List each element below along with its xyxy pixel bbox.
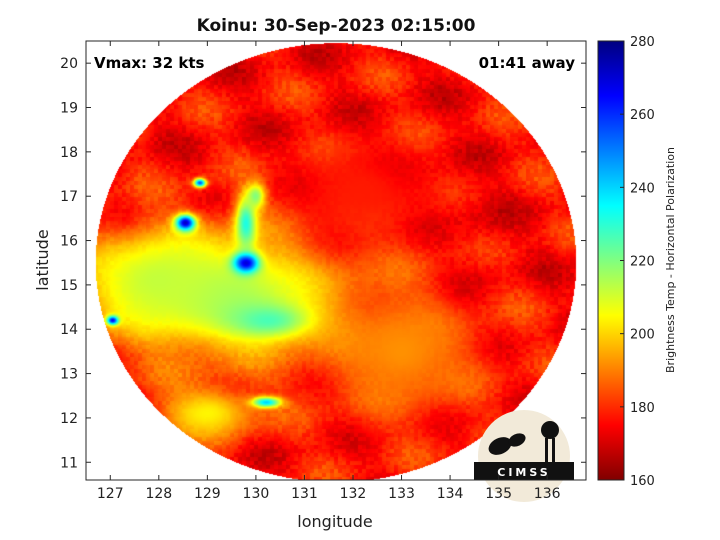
y-axis-label: latitude [33,229,52,290]
x-tick-label: 128 [145,486,172,502]
colorbar-ticks: 160 180 200 220 240 260 280 [620,35,655,489]
water-tower-leg-icon [552,438,555,462]
chart-title: Koinu: 30-Sep-2023 02:15:00 [197,16,476,36]
colorbar-tick-label: 160 [630,474,655,489]
cimss-logo: CIMSS [474,410,574,502]
y-tick-label: 15 [60,278,78,294]
colorbar-tick-label: 220 [630,255,655,270]
colorbar-tick-label: 200 [630,328,655,343]
colorbar-label: Brightness Temp - Horizontal Polarizatio… [664,147,677,373]
colorbar-tick-label: 180 [630,401,655,416]
colorbar-tick-label: 260 [630,108,655,123]
vmax-annotation: Vmax: 32 kts [94,54,204,72]
y-tick-label: 18 [60,145,78,161]
x-tick-label: 130 [243,486,270,502]
x-tick-label: 133 [388,486,415,502]
time-away-annotation: 01:41 away [479,54,576,72]
x-tick-label: 134 [437,486,464,502]
y-tick-label: 20 [60,56,78,72]
y-tick-label: 17 [60,189,78,205]
y-tick-label: 11 [60,455,78,471]
logo-text: CIMSS [497,466,550,479]
water-tower-leg-icon [545,438,548,462]
y-tick-label: 13 [60,367,78,383]
x-tick-label: 135 [485,486,512,502]
x-tick-label: 129 [194,486,221,502]
x-axis-label: longitude [297,512,372,531]
plot-frame [85,40,587,481]
y-axis: 11 12 13 14 15 16 17 18 19 20 [60,56,586,471]
y-tick-label: 12 [60,411,78,427]
colorbar-tick-label: 280 [630,35,655,50]
water-tower-icon [541,421,559,439]
colorbar-tick-label: 240 [630,181,655,196]
x-axis: 127 128 129 130 131 132 133 134 135 136 [97,41,561,502]
x-tick-label: 127 [97,486,124,502]
y-tick-label: 19 [60,101,78,117]
y-tick-label: 14 [60,322,78,338]
x-tick-label: 131 [291,486,318,502]
brightness-temp-heatmap [86,41,586,480]
satellite-dish-icon [508,433,526,447]
x-tick-label: 132 [340,486,367,502]
satellite-dish-icon [488,437,512,455]
x-tick-label: 136 [534,486,561,502]
y-tick-label: 16 [60,234,78,250]
